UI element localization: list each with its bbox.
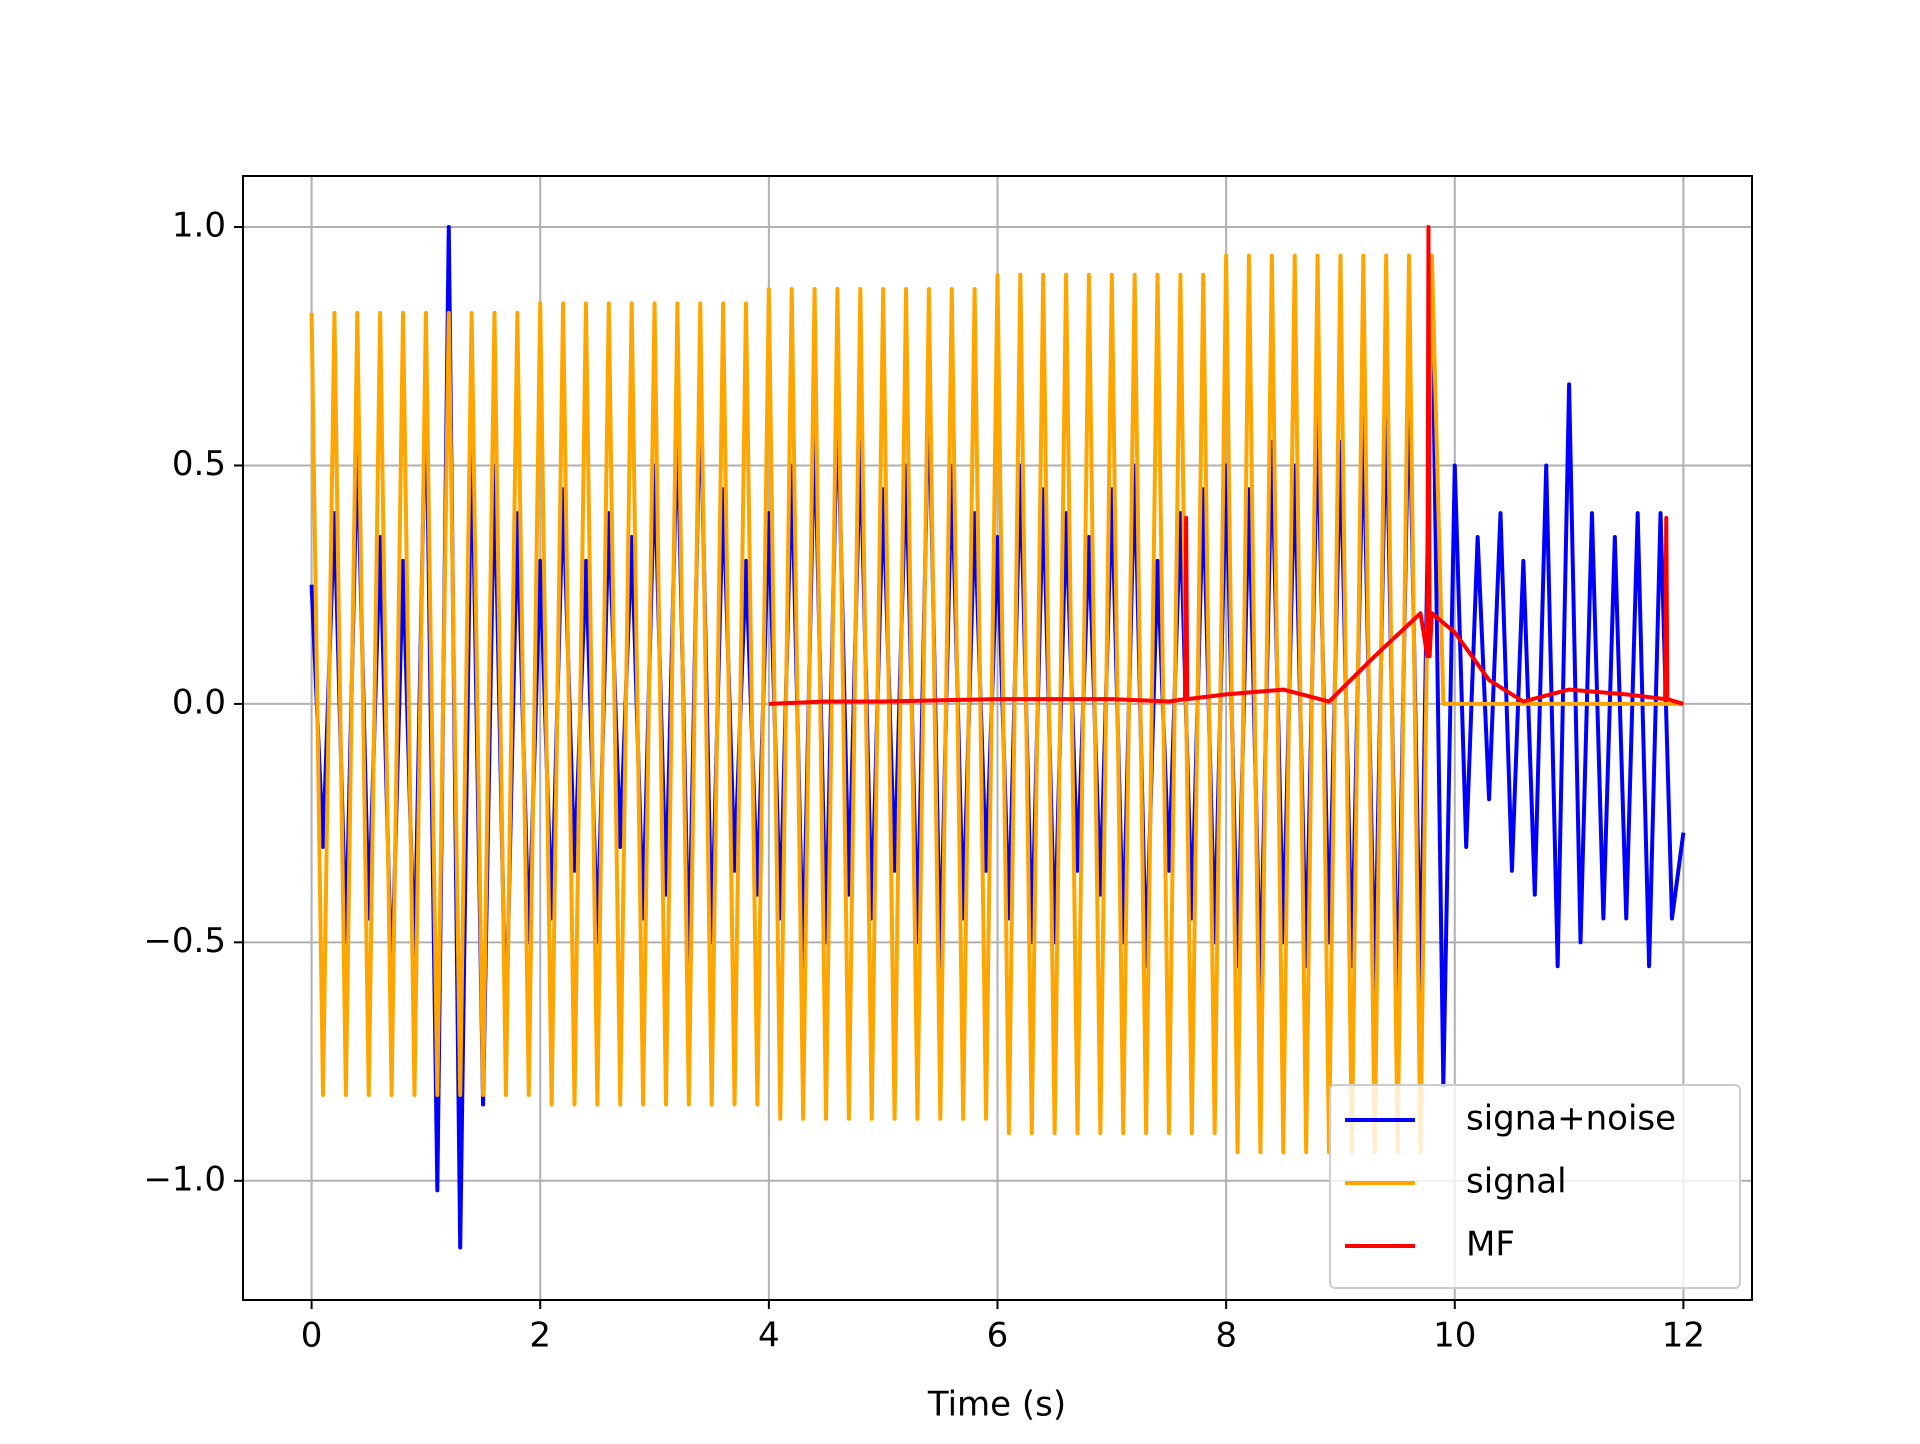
series-line (309, 253, 1684, 1155)
x-tick-label: 4 (758, 1316, 780, 1356)
legend-label: signal (1466, 1162, 1567, 1202)
legend-label: signa+noise (1466, 1099, 1676, 1139)
x-tick-label: 2 (529, 1316, 551, 1356)
x-axis-label: Time (s) (927, 1385, 1066, 1425)
plot-frame (242, 175, 1753, 1301)
y-tick-label: 0.0 (172, 682, 226, 722)
legend-box (1329, 1084, 1741, 1289)
y-tick-label: −0.5 (143, 921, 226, 961)
y-tick-label: 1.0 (172, 206, 226, 246)
legend-label: MF (1466, 1225, 1515, 1265)
y-tick-label: −1.0 (143, 1159, 226, 1199)
series-line (768, 225, 1684, 706)
x-tick-label: 0 (301, 1316, 323, 1356)
x-tick-label: 10 (1433, 1316, 1476, 1356)
x-tick-label: 8 (1215, 1316, 1237, 1356)
x-tick-label: 12 (1662, 1316, 1705, 1356)
x-tick-label: 6 (987, 1316, 1009, 1356)
y-tick-label: 0.5 (172, 444, 226, 484)
series-line (309, 225, 1686, 1250)
